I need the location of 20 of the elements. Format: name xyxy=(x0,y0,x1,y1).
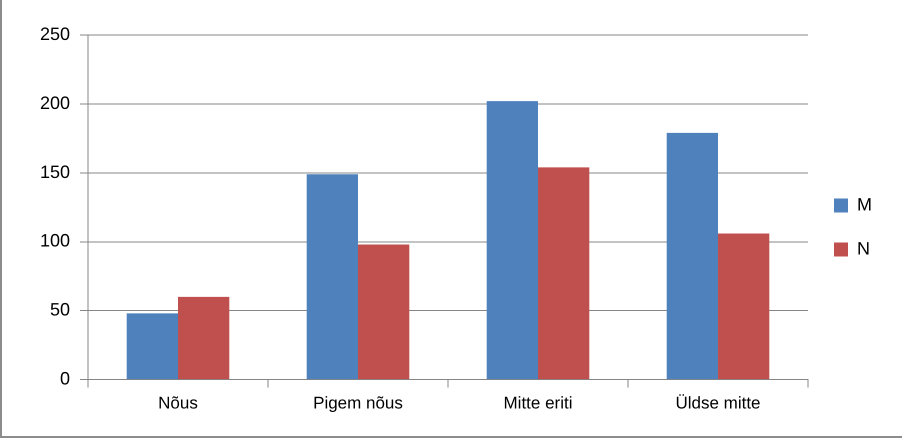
y-tick-label: 0 xyxy=(60,368,70,389)
y-tick-label: 50 xyxy=(50,300,70,320)
bar xyxy=(666,132,718,380)
bar xyxy=(358,244,410,380)
y-tick-label: 100 xyxy=(40,230,70,251)
bar xyxy=(126,313,178,380)
x-tick-label: Üldse mitte xyxy=(675,393,761,412)
bar xyxy=(486,101,538,380)
legend-label: M xyxy=(857,194,872,214)
x-tick-label: Mitte eriti xyxy=(504,393,572,412)
legend-label: N xyxy=(857,238,870,258)
x-tick-label: Nõus xyxy=(158,393,198,412)
y-tick-label: 250 xyxy=(40,24,70,44)
x-tick-label: Pigem nõus xyxy=(313,393,403,412)
bar xyxy=(306,174,358,380)
bar xyxy=(718,233,770,380)
y-tick-label: 150 xyxy=(40,162,70,182)
y-tick-label: 200 xyxy=(40,92,70,113)
bar xyxy=(178,296,230,380)
bar xyxy=(538,167,590,380)
